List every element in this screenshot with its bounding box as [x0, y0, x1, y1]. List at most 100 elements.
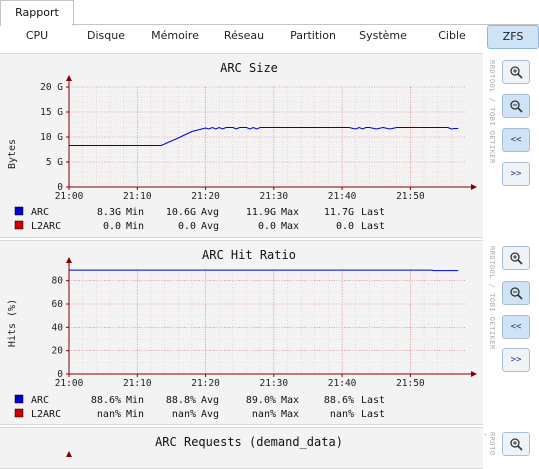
nav-item-cible[interactable]: Cible — [424, 25, 480, 49]
legend-last-label: Last — [361, 221, 385, 232]
legend-last-value: 11.7G — [324, 207, 354, 218]
y-tick-label: 0 — [57, 182, 63, 193]
legend-swatch — [15, 221, 23, 229]
nav-item-zfs[interactable]: ZFS — [487, 25, 539, 49]
zoom-in-button[interactable] — [502, 60, 530, 84]
x-tick-label: 21:40 — [328, 191, 357, 202]
nav-item-disque[interactable]: Disque — [78, 25, 134, 49]
zoom-in-icon — [509, 437, 523, 451]
y-axis-label: Hits (%) — [7, 299, 18, 347]
zoom-out-icon — [509, 286, 523, 300]
rrdtool-watermark: RRDTOOL / TOBI OETIKER — [484, 60, 496, 170]
legend-series-name: L2ARC — [31, 409, 61, 420]
legend-max-label: Max — [281, 395, 299, 406]
legend-max-label: Max — [281, 409, 299, 420]
legend-swatch — [15, 409, 23, 417]
legend-swatch — [15, 395, 23, 403]
y-tick-label: 20 — [52, 346, 64, 357]
legend-min-value: 0.0 — [103, 221, 121, 232]
y-axis-label: Bytes — [7, 139, 18, 169]
legend-max-label: Max — [281, 221, 299, 232]
nav-item-partition[interactable]: Partition — [282, 25, 344, 49]
y-tick-label: 10 G — [40, 132, 63, 143]
next-period-button[interactable]: >> — [502, 348, 530, 372]
x-tick-label: 21:10 — [123, 191, 152, 202]
y-axis-arrow — [66, 257, 72, 263]
rrdtool-watermark: RRDTOOL / TOBI OETIKER — [484, 246, 496, 356]
legend-max-value: 0.0 — [258, 221, 276, 232]
nav-item-reseau[interactable]: Réseau — [216, 25, 272, 49]
legend-row-arc: ARC 88.6% Min 88.8% Avg 89.0% Max 88.6% … — [15, 395, 385, 406]
nav-item-memoire[interactable]: Mémoire — [144, 25, 206, 49]
tab-rapport[interactable]: Rapport — [0, 0, 74, 26]
legend-row-l2arc: L2ARC nan% Min nan% Avg nan% Max nan% La… — [15, 409, 385, 420]
legend-min-value: nan% — [97, 409, 121, 420]
graph-arc-requests: ARC Requests (demand_data) — [0, 427, 483, 469]
x-tick-label: 21:30 — [260, 191, 289, 202]
legend-last-value: 0.0 — [336, 221, 354, 232]
legend-min-value: 88.6% — [91, 395, 121, 406]
zoom-in-button[interactable] — [502, 246, 530, 270]
legend-series-name: ARC — [31, 207, 49, 218]
legend-max-label: Max — [281, 207, 299, 218]
zoom-in-icon — [509, 65, 523, 79]
x-tick-label: 21:20 — [191, 378, 220, 389]
zoom-in-button[interactable] — [502, 432, 530, 456]
x-tick-label: 21:50 — [396, 191, 425, 202]
legend-max-value: nan% — [252, 409, 276, 420]
y-tick-label: 40 — [52, 322, 64, 333]
y-tick-label: 20 G — [40, 82, 63, 93]
y-tick-label: 5 G — [46, 157, 63, 168]
y-tick-label: 0 — [57, 369, 63, 380]
series-line-arc — [69, 128, 458, 146]
legend-avg-value: 88.8% — [166, 395, 196, 406]
y-axis-arrow — [66, 75, 72, 81]
legend-last-label: Last — [361, 395, 385, 406]
legend-min-label: Min — [126, 409, 144, 420]
x-axis-arrow — [471, 184, 477, 190]
legend-avg-value: 10.6G — [166, 207, 196, 218]
graph-title: ARC Size — [220, 61, 278, 75]
y-axis-arrow — [66, 451, 72, 457]
legend-max-value: 11.9G — [246, 207, 276, 218]
legend-series-name: L2ARC — [31, 221, 61, 232]
graph-title: ARC Hit Ratio — [202, 248, 296, 262]
x-tick-label: 21:40 — [328, 378, 357, 389]
legend-max-value: 89.0% — [246, 395, 276, 406]
nav-item-cpu[interactable]: CPU — [12, 25, 62, 49]
x-axis-arrow — [471, 371, 477, 377]
legend-avg-label: Avg — [201, 207, 219, 218]
rrdtool-watermark: RRDTOOL / TOBI OETIKER — [484, 432, 496, 456]
legend-avg-label: Avg — [201, 409, 219, 420]
legend-avg-label: Avg — [201, 221, 219, 232]
graph-title: ARC Requests (demand_data) — [155, 435, 343, 449]
y-tick-label: 80 — [52, 276, 64, 287]
y-tick-label: 15 G — [40, 107, 63, 118]
legend-last-value: 88.6% — [324, 395, 354, 406]
legend-row-l2arc: L2ARC 0.0 Min 0.0 Avg 0.0 Max 0.0 Last — [15, 221, 385, 232]
legend-row-arc: ARC 8.3G Min 10.6G Avg 11.9G Max 11.7G L… — [15, 207, 385, 218]
legend-min-label: Min — [126, 207, 144, 218]
zoom-in-icon — [509, 251, 523, 265]
legend-last-value: nan% — [330, 409, 354, 420]
x-tick-label: 21:20 — [191, 191, 220, 202]
prev-period-button[interactable]: << — [502, 315, 530, 339]
next-period-button[interactable]: >> — [502, 162, 530, 186]
zoom-out-button[interactable] — [502, 281, 530, 305]
x-tick-label: 21:10 — [123, 378, 152, 389]
legend-swatch — [15, 207, 23, 215]
zoom-out-button[interactable] — [502, 94, 530, 118]
x-tick-label: 21:50 — [396, 378, 425, 389]
x-tick-label: 21:30 — [260, 378, 289, 389]
legend-avg-value: nan% — [172, 409, 196, 420]
category-nav: CPU Disque Mémoire Réseau Partition Syst… — [0, 25, 539, 49]
nav-item-systeme[interactable]: Système — [352, 25, 414, 49]
legend-min-label: Min — [126, 395, 144, 406]
prev-period-button[interactable]: << — [502, 128, 530, 152]
legend-last-label: Last — [361, 409, 385, 420]
legend-avg-label: Avg — [201, 395, 219, 406]
legend-series-name: ARC — [31, 395, 49, 406]
zoom-out-icon — [509, 99, 523, 113]
